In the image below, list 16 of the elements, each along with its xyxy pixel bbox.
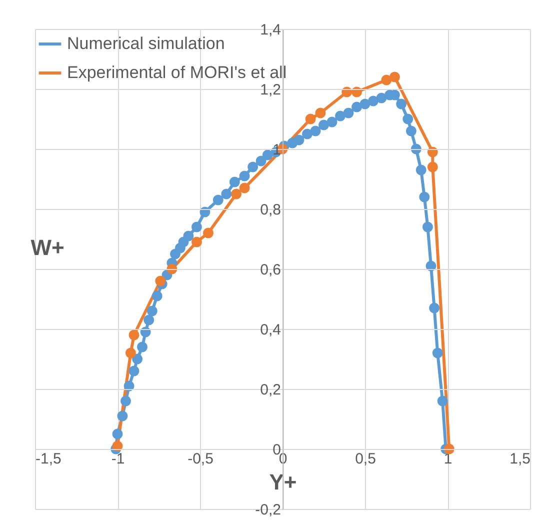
- x-axis-title: Y+: [269, 470, 297, 494]
- legend-label: Numerical simulation: [67, 34, 225, 53]
- y-tick-label: 0,2: [260, 382, 281, 398]
- y-tick-label: 0,4: [260, 322, 281, 338]
- x-tick-label: -0,5: [188, 450, 214, 468]
- x-tick-label: -1,5: [36, 450, 62, 468]
- x-tick-label: 1,5: [510, 450, 530, 468]
- y-tick-label: 0,6: [260, 262, 281, 278]
- y-tick-label: -0,2: [255, 502, 281, 518]
- y-tick-label: 1,4: [260, 22, 281, 38]
- x-tick-label: 0,5: [355, 450, 376, 468]
- x-tick-label: -1: [111, 450, 125, 468]
- legend-label: Experimental of MORI's et all: [67, 63, 287, 82]
- y-axis-title: W+: [30, 234, 64, 260]
- y-tick-label: 0,8: [260, 202, 281, 218]
- y-tick-label: 1,2: [260, 82, 281, 98]
